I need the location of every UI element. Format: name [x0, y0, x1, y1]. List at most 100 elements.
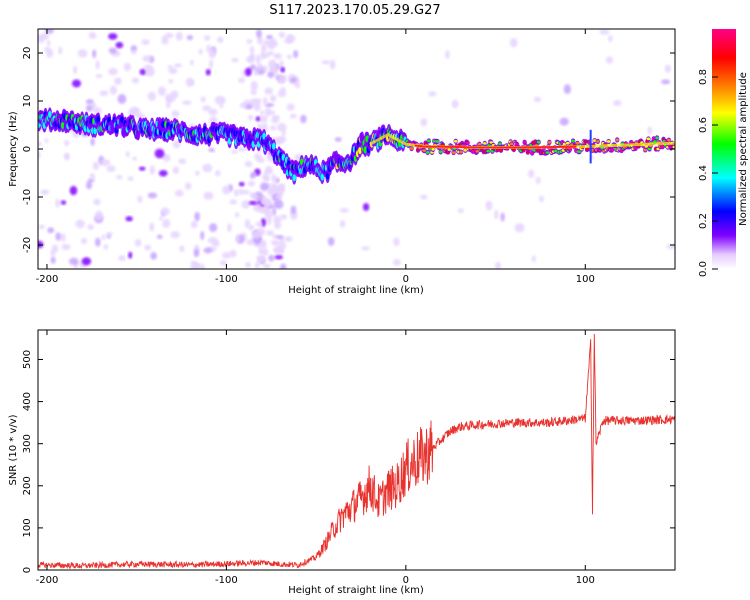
colorbar-tick-label: 0.8 — [698, 69, 709, 85]
ridge-core — [653, 140, 657, 143]
noise-speckle — [245, 261, 251, 268]
ridge-core — [427, 139, 431, 143]
x-tick-label: -200 — [36, 274, 59, 285]
noise-speckle — [55, 198, 60, 208]
noise-speckle — [252, 193, 258, 200]
noise-speckle — [215, 169, 221, 177]
ridge-core — [438, 150, 443, 154]
noise-speckle — [457, 208, 464, 214]
colorbar-ticks: 0.0 0.2 0.4 0.6 0.8 — [698, 69, 718, 277]
noise-speckle — [280, 67, 286, 73]
noise-speckle — [279, 184, 285, 193]
y-tick-label: 20 — [22, 47, 33, 60]
noise-speckle — [269, 125, 277, 131]
noise-speckle — [156, 234, 163, 240]
noise-speckle — [208, 59, 214, 69]
x-tick-label: 0 — [403, 575, 409, 586]
noise-speckle — [267, 110, 276, 115]
ridge-core — [646, 137, 651, 141]
noise-speckle — [244, 218, 251, 229]
ridge-core — [660, 145, 665, 149]
noise-speckle — [271, 116, 280, 124]
ridge-core — [606, 140, 611, 143]
noise-speckle — [141, 39, 150, 45]
noise-speckle — [61, 243, 71, 251]
noise-speckle — [144, 244, 152, 251]
noise-speckle — [264, 209, 274, 219]
noise-speckle — [38, 240, 44, 249]
noise-speckle — [93, 107, 102, 116]
ridge-core — [475, 150, 480, 153]
noise-speckle — [166, 94, 176, 103]
ridge-core — [358, 147, 362, 155]
colorbar-tick-label: 0.2 — [698, 213, 709, 229]
noise-speckle — [229, 249, 237, 258]
noise-speckle — [599, 29, 610, 35]
noise-speckle — [256, 255, 266, 264]
noise-speckle — [73, 65, 78, 75]
noise-speckle — [116, 174, 123, 180]
ridge-core — [459, 150, 463, 154]
x-tick-label: 100 — [576, 575, 595, 586]
ridge-core — [453, 139, 458, 143]
noise-speckle — [147, 91, 157, 101]
ridge-core — [409, 147, 414, 150]
noise-speckle — [535, 176, 541, 185]
noise-speckle — [273, 200, 284, 209]
noise-speckle — [249, 46, 255, 54]
noise-speckle — [255, 221, 263, 227]
noise-speckle — [420, 118, 428, 127]
noise-speckle — [106, 232, 113, 237]
noise-speckle — [275, 194, 283, 199]
y-tick-label: 0 — [22, 146, 33, 152]
noise-speckle — [261, 52, 270, 59]
noise-speckle — [175, 31, 183, 41]
noise-speckle — [428, 91, 437, 97]
noise-speckle — [293, 50, 299, 59]
noise-speckle — [256, 36, 264, 45]
x-tick-label: -200 — [36, 575, 59, 586]
ridge-core — [363, 146, 368, 154]
ridge-core — [498, 142, 502, 146]
noise-speckle — [202, 163, 213, 173]
noise-speckle — [127, 176, 134, 182]
noise-speckle — [249, 64, 257, 71]
noise-speckle — [239, 102, 247, 109]
y-tick-label: 100 — [22, 518, 33, 537]
noise-speckle — [160, 207, 170, 216]
figure-title: S117.2023.170.05.29.G27 — [269, 3, 440, 18]
noise-speckle — [273, 69, 278, 74]
noise-speckle — [193, 248, 200, 258]
noise-speckle — [494, 261, 502, 269]
ridge-core — [655, 136, 659, 140]
noise-speckle — [661, 79, 671, 85]
colorbar-tick-label: 0.0 — [698, 261, 709, 277]
ridge-core — [489, 141, 494, 144]
noise-speckle — [80, 237, 88, 245]
ridge-core — [554, 149, 558, 153]
noise-speckle — [125, 151, 130, 158]
noise-speckle — [123, 62, 132, 72]
noise-speckle — [233, 189, 239, 197]
noise-speckle — [290, 205, 297, 215]
x-tick-label: -100 — [215, 274, 238, 285]
noise-speckle — [89, 172, 95, 180]
noise-speckle — [60, 200, 67, 205]
noise-speckle — [264, 87, 274, 95]
noise-speckle — [202, 105, 212, 112]
noise-speckle — [75, 219, 85, 229]
noise-speckle — [271, 184, 281, 194]
ridge-core — [547, 140, 552, 144]
noise-speckle — [261, 43, 267, 53]
noise-speckle — [171, 110, 180, 118]
noise-speckle — [280, 263, 287, 269]
noise-speckle — [172, 166, 180, 174]
ridge-core — [600, 146, 604, 150]
ridge-core — [486, 149, 490, 153]
noise-speckle — [149, 222, 155, 232]
noise-speckle — [514, 223, 525, 233]
noise-speckle — [99, 90, 109, 97]
ridge-core — [471, 149, 475, 153]
noise-speckle — [250, 80, 258, 91]
